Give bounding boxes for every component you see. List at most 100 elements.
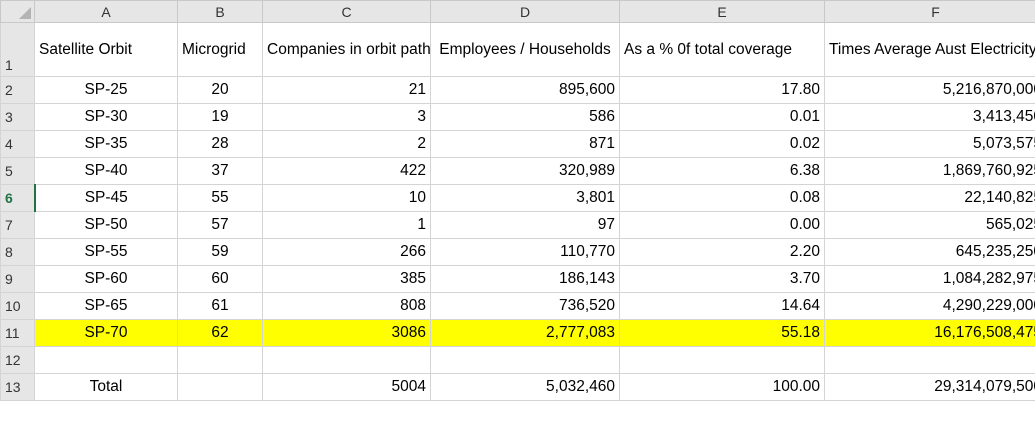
empty-cell[interactable]	[34, 346, 178, 374]
microgrid-cell[interactable]: 55	[177, 184, 263, 212]
cell-c1-header[interactable]: Companies in orbit path	[262, 22, 431, 77]
microgrid-cell[interactable]: 62	[177, 319, 263, 347]
orbit-cell[interactable]: SP-45	[34, 184, 178, 212]
row-header[interactable]: 4	[0, 130, 35, 158]
employees-cell[interactable]: 871	[430, 130, 620, 158]
orbit-cell[interactable]: SP-40	[34, 157, 178, 185]
percent-cell[interactable]: 0.08	[619, 184, 825, 212]
column-header-d[interactable]: D	[430, 0, 620, 23]
percent-cell[interactable]: 55.18	[619, 319, 825, 347]
companies-cell[interactable]: 10	[262, 184, 431, 212]
cost-cell[interactable]: 22,140,825	[824, 184, 1035, 212]
empty-cell[interactable]	[262, 346, 431, 374]
empty-cell[interactable]	[824, 346, 1035, 374]
microgrid-cell[interactable]: 28	[177, 130, 263, 158]
companies-cell[interactable]: 3086	[262, 319, 431, 347]
employees-cell[interactable]: 586	[430, 103, 620, 131]
row-header[interactable]: 9	[0, 265, 35, 293]
employees-cell[interactable]: 2,777,083	[430, 319, 620, 347]
orbit-cell[interactable]: SP-60	[34, 265, 178, 293]
column-header-c[interactable]: C	[262, 0, 431, 23]
column-header-f[interactable]: F	[824, 0, 1035, 23]
cost-cell[interactable]: 565,025	[824, 211, 1035, 239]
microgrid-cell[interactable]: 61	[177, 292, 263, 320]
employees-cell[interactable]: 97	[430, 211, 620, 239]
orbit-cell[interactable]: SP-35	[34, 130, 178, 158]
companies-cell[interactable]: 266	[262, 238, 431, 266]
orbit-cell[interactable]: SP-50	[34, 211, 178, 239]
cell-f1-header[interactable]: Times Average Aust Electricity cost ($5,…	[824, 22, 1035, 77]
orbit-cell[interactable]: SP-65	[34, 292, 178, 320]
table-row: 6 SP-45 55 10 3,801 0.08 22,140,825	[0, 184, 1035, 212]
cell-d1-header[interactable]: Employees / Households	[430, 22, 620, 77]
cost-cell[interactable]: 4,290,229,000	[824, 292, 1035, 320]
cost-cell[interactable]: 1,084,282,975	[824, 265, 1035, 293]
percent-cell[interactable]: 2.20	[619, 238, 825, 266]
orbit-cell[interactable]: SP-70	[34, 319, 178, 347]
employees-cell[interactable]: 186,143	[430, 265, 620, 293]
row-header[interactable]: 5	[0, 157, 35, 185]
percent-cell[interactable]: 6.38	[619, 157, 825, 185]
employees-cell[interactable]: 895,600	[430, 76, 620, 104]
companies-cell[interactable]: 3	[262, 103, 431, 131]
total-label-cell[interactable]: Total	[34, 373, 178, 401]
companies-cell[interactable]: 808	[262, 292, 431, 320]
row-header[interactable]: 10	[0, 292, 35, 320]
cell-e1-header[interactable]: As a % 0f total coverage	[619, 22, 825, 77]
column-header-e[interactable]: E	[619, 0, 825, 23]
select-all-button[interactable]	[0, 0, 35, 23]
microgrid-cell[interactable]: 19	[177, 103, 263, 131]
row-header[interactable]: 13	[0, 373, 35, 401]
microgrid-cell[interactable]: 20	[177, 76, 263, 104]
row-header-1[interactable]: 1	[0, 22, 35, 77]
cell-b1-header[interactable]: Microgrid	[177, 22, 263, 77]
percent-cell[interactable]: 0.01	[619, 103, 825, 131]
orbit-cell[interactable]: SP-30	[34, 103, 178, 131]
cost-cell[interactable]: 3,413,450	[824, 103, 1035, 131]
orbit-cell[interactable]: SP-25	[34, 76, 178, 104]
microgrid-cell[interactable]: 59	[177, 238, 263, 266]
row-header[interactable]: 7	[0, 211, 35, 239]
percent-cell[interactable]: 0.02	[619, 130, 825, 158]
microgrid-cell[interactable]: 60	[177, 265, 263, 293]
cost-cell[interactable]: 1,869,760,925	[824, 157, 1035, 185]
companies-cell[interactable]: 385	[262, 265, 431, 293]
microgrid-cell[interactable]: 37	[177, 157, 263, 185]
cost-cell[interactable]: 5,216,870,000	[824, 76, 1035, 104]
microgrid-cell[interactable]: 57	[177, 211, 263, 239]
companies-cell[interactable]: 1	[262, 211, 431, 239]
total-employees-cell[interactable]: 5,032,460	[430, 373, 620, 401]
row-header[interactable]: 11	[0, 319, 35, 347]
percent-cell[interactable]: 14.64	[619, 292, 825, 320]
cost-cell[interactable]: 645,235,250	[824, 238, 1035, 266]
table-row: 10 SP-65 61 808 736,520 14.64 4,290,229,…	[0, 292, 1035, 320]
total-companies-cell[interactable]: 5004	[262, 373, 431, 401]
companies-cell[interactable]: 21	[262, 76, 431, 104]
empty-cell[interactable]	[430, 346, 620, 374]
empty-cell[interactable]	[177, 346, 263, 374]
orbit-cell[interactable]: SP-55	[34, 238, 178, 266]
total-percent-cell[interactable]: 100.00	[619, 373, 825, 401]
row-header[interactable]: 2	[0, 76, 35, 104]
percent-cell[interactable]: 17.80	[619, 76, 825, 104]
row-header[interactable]: 8	[0, 238, 35, 266]
percent-cell[interactable]: 3.70	[619, 265, 825, 293]
empty-cell[interactable]	[177, 373, 263, 401]
cell-a1-header[interactable]: Satellite Orbit	[34, 22, 178, 77]
employees-cell[interactable]: 3,801	[430, 184, 620, 212]
row-header[interactable]: 12	[0, 346, 35, 374]
percent-cell[interactable]: 0.00	[619, 211, 825, 239]
column-header-a[interactable]: A	[34, 0, 178, 23]
column-header-b[interactable]: B	[177, 0, 263, 23]
row-header[interactable]: 3	[0, 103, 35, 131]
employees-cell[interactable]: 736,520	[430, 292, 620, 320]
employees-cell[interactable]: 110,770	[430, 238, 620, 266]
companies-cell[interactable]: 2	[262, 130, 431, 158]
companies-cell[interactable]: 422	[262, 157, 431, 185]
total-cost-cell[interactable]: 29,314,079,500	[824, 373, 1035, 401]
row-header-active[interactable]: 6	[0, 184, 36, 212]
cost-cell[interactable]: 5,073,575	[824, 130, 1035, 158]
employees-cell[interactable]: 320,989	[430, 157, 620, 185]
cost-cell[interactable]: 16,176,508,475	[824, 319, 1035, 347]
empty-cell[interactable]	[619, 346, 825, 374]
